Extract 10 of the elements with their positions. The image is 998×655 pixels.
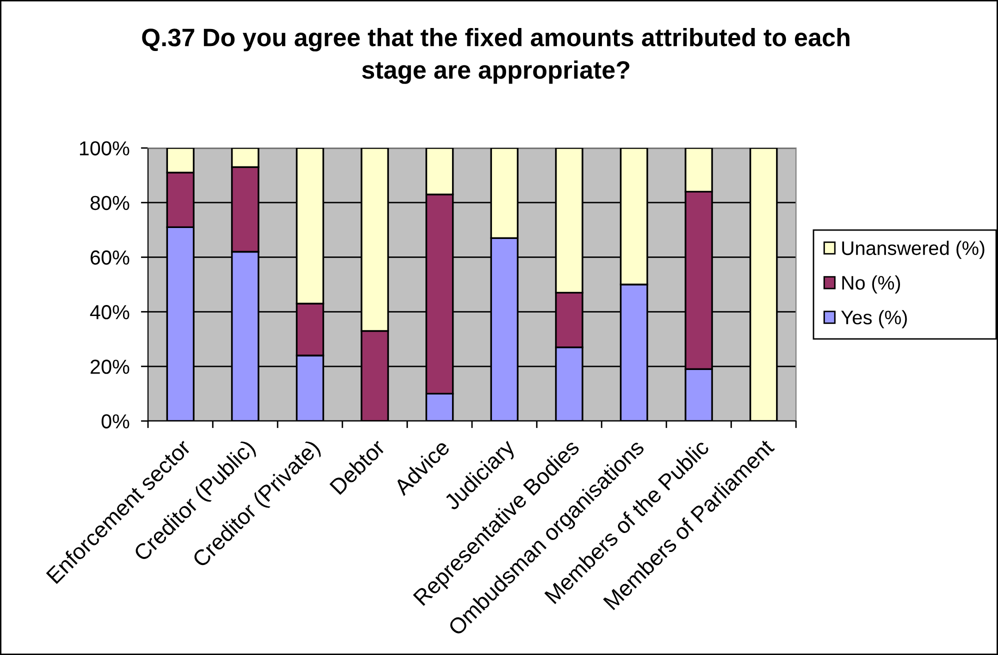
y-tick-label: 40%	[90, 305, 130, 320]
legend-label: No (%)	[842, 275, 900, 294]
y-tick-label: 60%	[90, 250, 130, 265]
legend-label: Yes (%)	[841, 310, 907, 328]
chart-title: Q.37 Do you agree that the fixed amounts attributed to each stage are appropriate?	[142, 28, 850, 84]
y-tick-label: 100%	[80, 141, 130, 156]
y-tick-label: 0%	[102, 414, 130, 428]
y-tick-label: 80%	[90, 196, 130, 210]
y-tick-label: 20%	[90, 360, 130, 374]
legend-label: Unanswered (%)	[842, 240, 984, 259]
